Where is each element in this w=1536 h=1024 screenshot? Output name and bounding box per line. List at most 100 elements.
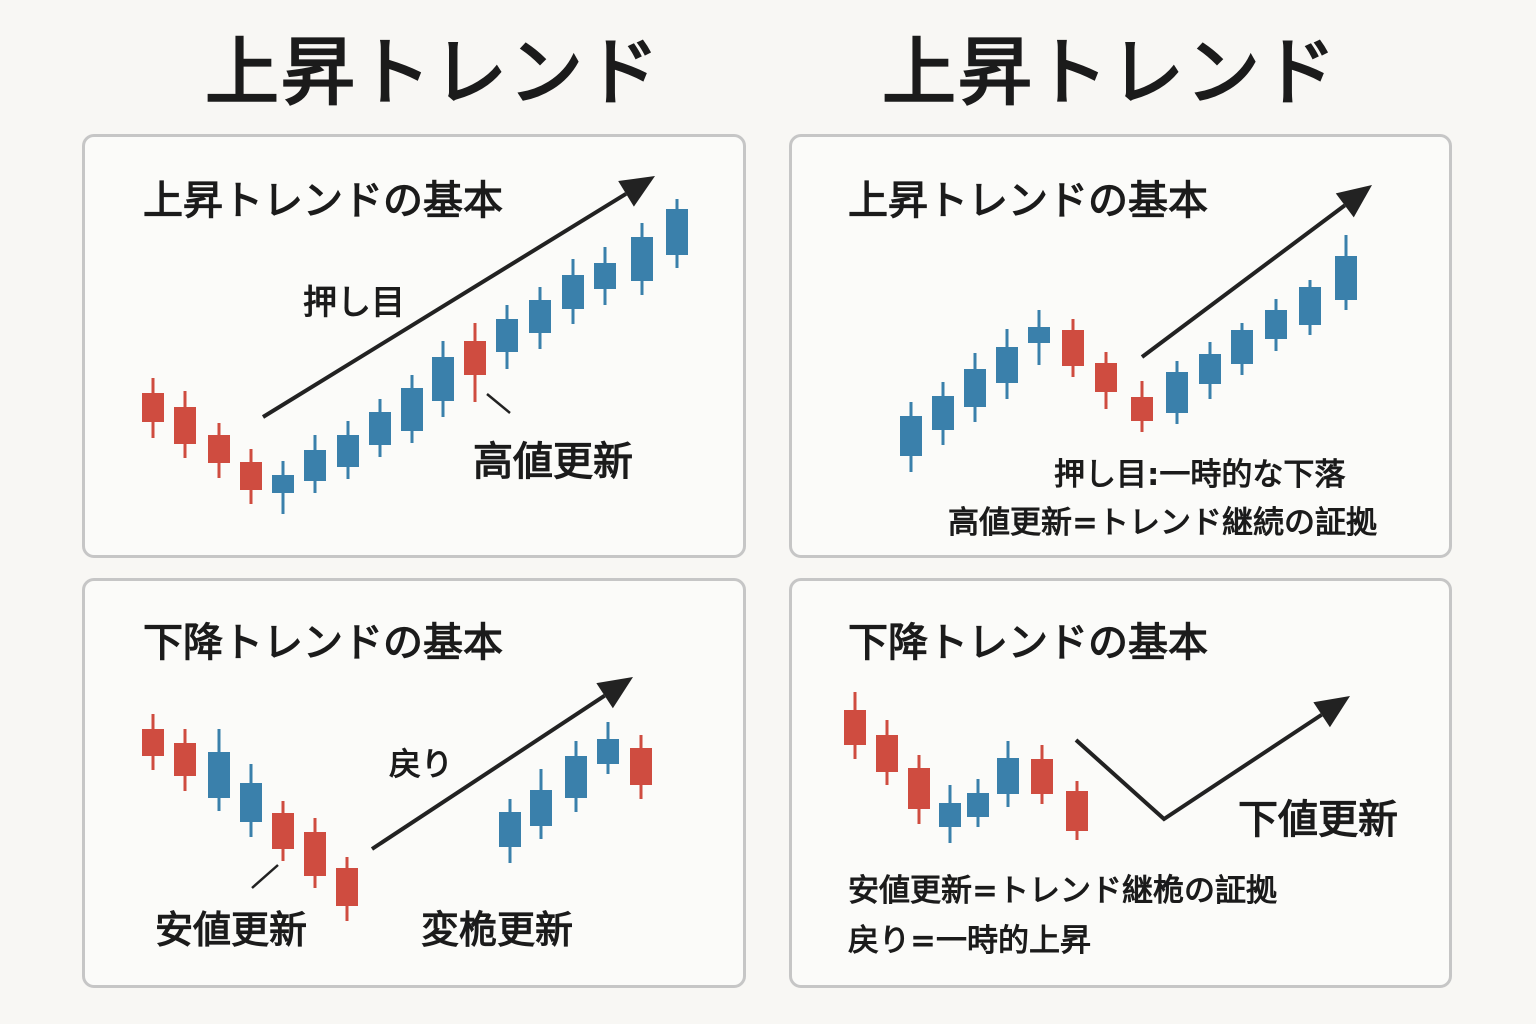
bearish-candle [844, 692, 866, 759]
change-update-label: 変桅更新 [421, 908, 574, 952]
bullish-candle [240, 764, 262, 837]
main-title-right: 上昇トレンド [882, 30, 1338, 116]
lower-low-label: 下値更新 [1238, 797, 1398, 843]
bullish-candle [1166, 361, 1188, 424]
return-label: 戻り [389, 745, 454, 783]
candle-body [900, 416, 922, 456]
bearish-candle [208, 423, 230, 478]
candle-body [996, 347, 1018, 383]
arrow-shaft [370, 694, 606, 851]
candle-body [1335, 256, 1357, 300]
candle-body [337, 435, 359, 467]
bullish-candle [631, 223, 653, 295]
bearish-candle [240, 449, 262, 504]
bearish-candle [336, 857, 358, 921]
bullish-candle [1199, 342, 1221, 399]
trend-arrow [261, 176, 655, 419]
bullish-candle [597, 722, 619, 774]
panel-title: 下降トレンドの基本 [848, 620, 1208, 666]
bullish-candle [1265, 299, 1287, 351]
bearish-candle [1066, 781, 1088, 840]
candle-body [529, 300, 551, 333]
bearish-candle [174, 391, 196, 458]
candle-body [272, 813, 294, 849]
label-pointer-line [486, 393, 511, 414]
bullish-candle [900, 402, 922, 472]
arrow-head [1313, 696, 1350, 728]
bullish-candle [967, 779, 989, 827]
candle-body [939, 803, 961, 827]
candle-body [1231, 330, 1253, 364]
bullish-candle [997, 741, 1019, 807]
bearish-candle [908, 755, 930, 824]
arrow-shaft [261, 192, 628, 419]
bearish-candle [1095, 352, 1117, 409]
candle-body [964, 369, 986, 407]
lower-low-label: 安値更新 [155, 908, 308, 952]
panel-downtrend-basics-right: 下降トレンドの基本 下値更新 安値更新=トレンド継桅の証拠 戻り=一時的上昇 [789, 578, 1452, 988]
candle-body [844, 710, 866, 745]
candle-body [401, 388, 423, 431]
bullish-candle [272, 461, 294, 514]
bullish-candle [565, 741, 587, 812]
bearish-candle [1131, 381, 1153, 432]
candle-body [565, 756, 587, 798]
candle-body [631, 237, 653, 281]
candle-body [1199, 354, 1221, 384]
candlestick-diagram-downtrend-return [844, 692, 1350, 843]
candle-body [932, 396, 954, 430]
bullish-candle [432, 341, 454, 417]
candle-body [1265, 310, 1287, 339]
bullish-candle [1231, 323, 1253, 375]
arrow-head [618, 176, 655, 207]
candle-body [208, 752, 230, 798]
bullish-candle [208, 729, 230, 811]
lower-low-note: 安値更新=トレンド継桅の証拠 [848, 873, 1277, 909]
panel-title: 上昇トレンドの基本 [848, 178, 1208, 224]
panel-uptrend-basics-right: 上昇トレンドの基本 押し目:一時的な下落 高値更新=トレンド継続の証拠 [789, 134, 1452, 558]
panel-title: 上昇トレンドの基本 [143, 178, 503, 224]
candle-body [369, 412, 391, 445]
bullish-candle [499, 799, 521, 863]
candle-body [1062, 330, 1084, 366]
arrow-shaft [1074, 713, 1323, 822]
bearish-candle [876, 720, 898, 785]
candle-body [597, 739, 619, 764]
bearish-candle [630, 735, 652, 799]
bullish-candle [529, 287, 551, 349]
candle-body [1131, 397, 1153, 421]
candle-body [499, 812, 521, 847]
bullish-candle [1335, 235, 1357, 310]
panel-title: 下降トレンドの基本 [143, 620, 503, 666]
bullish-candle [1299, 280, 1321, 335]
bearish-candle [272, 801, 294, 861]
candle-body [304, 450, 326, 481]
return-note: 戻り=一時的上昇 [848, 923, 1091, 959]
candle-body [530, 790, 552, 826]
pullback-note: 押し目:一時的な下落 [1054, 457, 1346, 493]
candle-body [240, 462, 262, 490]
candle-body [997, 758, 1019, 794]
bearish-candle [142, 378, 164, 438]
candle-body [630, 748, 652, 785]
bullish-candle [337, 421, 359, 479]
candle-body [464, 341, 486, 375]
higher-high-label: 高値更新 [473, 439, 633, 485]
candlestick-diagram-uptrend-pullback [900, 185, 1372, 472]
candle-body [240, 783, 262, 822]
candle-body [336, 868, 358, 906]
arrow-head [596, 677, 633, 709]
candle-body [562, 275, 584, 309]
bearish-candle [142, 714, 164, 770]
candle-body [142, 393, 164, 422]
main-title-left: 上昇トレンド [205, 30, 661, 116]
bearish-candle [464, 323, 486, 402]
bearish-candle [304, 818, 326, 888]
bullish-candle [401, 375, 423, 443]
arrow-head [1335, 185, 1372, 218]
candle-body [1299, 287, 1321, 325]
candle-body [304, 832, 326, 876]
trend-arrow [1140, 185, 1372, 359]
candle-body [208, 435, 230, 463]
candlestick-diagram-downtrend [142, 677, 652, 921]
